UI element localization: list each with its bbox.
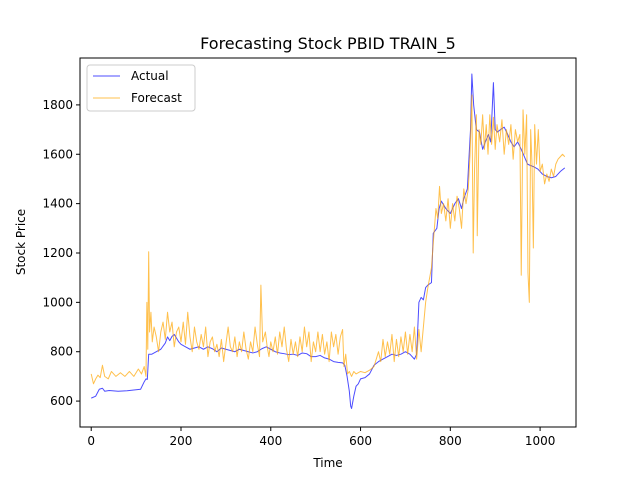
x-tick-label: 600 (349, 434, 372, 448)
x-tick-label: 800 (439, 434, 462, 448)
x-axis-label: Time (312, 456, 342, 470)
y-tick-label: 1400 (42, 197, 73, 211)
plot-frame (79, 57, 577, 428)
y-tick-label: 1800 (42, 98, 73, 112)
y-tick-label: 1200 (42, 246, 73, 260)
y-tick-label: 800 (50, 345, 73, 359)
x-tick-label: 1000 (525, 434, 556, 448)
legend-label-forecast: Forecast (131, 91, 182, 105)
y-axis: 600 800 1000 1200 1400 1600 1800 (42, 98, 80, 408)
x-tick-label: 400 (259, 434, 282, 448)
series-line-forecast (90, 94, 566, 385)
y-tick-label: 1600 (42, 147, 73, 161)
y-tick-label: 1000 (42, 295, 73, 309)
chart-title: Forecasting Stock PBID TRAIN_5 (200, 34, 456, 54)
x-axis: 0 200 400 600 800 1000 (87, 427, 555, 448)
series-layer (90, 73, 566, 409)
x-tick-label: 200 (170, 434, 193, 448)
y-axis-label: Stock Price (14, 209, 28, 275)
legend: Actual Forecast (86, 64, 196, 112)
y-tick-label: 600 (50, 394, 73, 408)
legend-label-actual: Actual (131, 69, 169, 83)
x-tick-label: 0 (87, 434, 95, 448)
plot-area (79, 57, 577, 428)
